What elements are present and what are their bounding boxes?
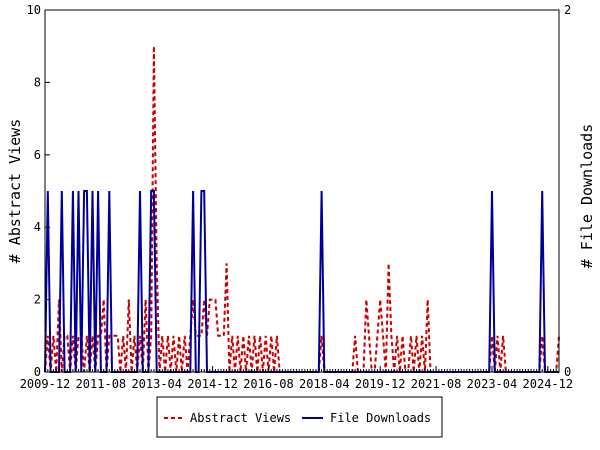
y-left-tick-label: 2 xyxy=(34,293,41,307)
x-tick-label: 2011-08 xyxy=(76,377,127,391)
y-left-tick-label: 8 xyxy=(34,75,41,89)
y-axis-title-left: # Abstract Views xyxy=(6,119,24,264)
x-tick-label: 2009-12 xyxy=(20,377,71,391)
legend: Abstract Views File Downloads xyxy=(156,396,443,438)
legend-box xyxy=(156,396,443,438)
ticks-layer: 2009-12 2011-08 2013-04 2014-12 2016-08 2018-… xyxy=(20,3,573,391)
x-tick-label: 2019-12 xyxy=(355,377,406,391)
x-tick-label: 2013-04 xyxy=(131,377,182,391)
x-tick-label: 2024-12 xyxy=(523,377,574,391)
y-axis-title-right: # File Downloads xyxy=(578,124,596,269)
plot-frame xyxy=(44,9,560,373)
x-tick-label: 2018-04 xyxy=(299,377,350,391)
x-tick-label: 2014-12 xyxy=(187,377,238,391)
y-right-tick-label: 0 xyxy=(564,365,571,379)
series-layer xyxy=(44,46,560,373)
series-line-abstract-views xyxy=(44,46,560,373)
y-left-tick-label: 6 xyxy=(34,148,41,162)
series-line-file-downloads xyxy=(44,190,559,373)
y-left-tick-label: 10 xyxy=(27,3,41,17)
x-tick-label: 2021-08 xyxy=(411,377,462,391)
x-tick-label: 2023-04 xyxy=(467,377,518,391)
legend-label-file-downloads: File Downloads xyxy=(330,411,431,425)
y-left-tick-label: 0 xyxy=(34,365,41,379)
x-tick-label: 2016-08 xyxy=(243,377,294,391)
y-left-tick-label: 4 xyxy=(34,220,41,234)
y-right-tick-label: 2 xyxy=(564,3,571,17)
legend-label-abstract-views: Abstract Views xyxy=(190,411,291,425)
